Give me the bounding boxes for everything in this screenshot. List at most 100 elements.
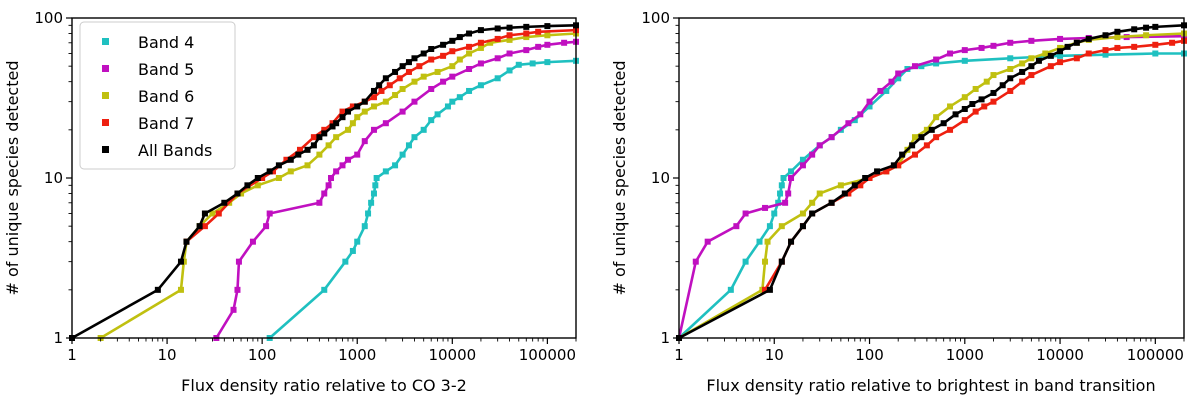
left-point-band-5 [449,73,456,80]
left-point-band-7 [466,43,473,50]
right-x-tick-label: 10000 [1036,346,1084,364]
left-point-all-bands [295,151,302,158]
right-point-band-4 [771,210,778,217]
right-point-band-7 [1114,44,1121,51]
right-series-band-5 [676,33,1187,341]
right-point-band-7 [1047,63,1054,70]
right-point-band-4 [788,168,795,175]
left-point-band-4 [466,87,473,94]
right-point-band-7 [866,175,873,181]
left-point-band-7 [386,82,393,89]
left-point-band-6 [420,73,427,80]
right-point-band-7 [845,190,852,197]
left-point-band-7 [310,134,317,141]
left-point-band-4 [349,247,356,254]
left-point-band-6 [345,126,352,133]
right-point-band-5 [762,204,769,211]
left-point-all-bands [361,98,368,105]
right-point-band-7 [1085,50,1092,57]
left-point-band-4 [321,286,328,293]
left-point-band-5 [266,210,273,217]
left-point-band-7 [215,210,222,217]
left-point-band-5 [325,182,332,189]
left-point-all-bands [506,24,513,31]
left-point-band-6 [392,92,399,99]
right-point-band-7 [972,108,979,115]
right-point-band-6 [1057,44,1064,51]
right-point-all-bands [1114,28,1121,35]
right-point-band-5 [782,199,789,206]
legend-marker-all-bands [102,146,109,153]
right-point-all-bands [890,162,897,169]
left-point-all-bands [177,258,184,265]
right-x-axis-label: Flux density ratio relative to brightest… [706,376,1155,395]
left-point-band-5 [382,120,389,127]
right-point-all-bands [1064,43,1071,50]
left-point-band-7 [269,168,276,175]
right-point-all-bands [940,120,947,127]
right-point-band-4 [918,63,925,70]
right-point-all-bands [1057,48,1064,55]
right-y-axis-label: # of unique species detected [610,61,629,296]
right-chart: 1 10 100 1000 10000 100000 1 10 100 Flux density… [610,9,1187,395]
right-point-all-bands [851,182,858,189]
right-point-band-5 [990,42,997,49]
left-point-all-bands [392,68,399,75]
right-point-band-4 [727,286,734,293]
right-point-all-bands [909,142,916,149]
left-point-band-6 [287,168,294,175]
right-point-band-6 [911,134,918,141]
right-plot-frame [678,17,1185,339]
left-point-all-bands [329,123,336,130]
left-point-band-6 [354,114,361,121]
right-point-band-4 [1007,55,1014,62]
right-y-tick-label: 1 [660,329,670,347]
left-point-all-bands [544,23,551,30]
left-ticks [66,17,577,344]
left-point-band-6 [238,190,245,197]
left-point-band-4 [494,75,501,82]
left-point-all-bands [339,114,346,121]
left-point-band-4 [544,59,551,66]
right-x-tick-label: 100 [855,346,884,364]
left-line-band-5 [215,40,577,339]
right-point-band-6 [983,78,990,85]
left-point-band-5 [494,55,501,62]
left-point-band-4 [405,142,412,149]
left-point-band-7 [523,30,530,37]
left-point-band-6 [177,286,184,293]
legend-label-band-5: Band 5 [138,60,194,79]
right-x-tick-label: 1 [674,346,684,364]
legend-marker-band-6 [102,92,109,99]
left-point-all-bands [382,75,389,82]
left-point-all-bands [399,63,406,70]
left-point-band-6 [361,108,368,115]
left-point-all-bands [234,190,241,197]
right-point-band-6 [764,238,771,245]
left-point-band-6 [333,134,340,141]
left-point-band-4 [428,117,435,124]
left-point-band-4 [434,111,441,118]
left-point-all-bands [221,199,228,206]
left-point-band-4 [456,94,463,101]
left-point-band-7 [349,103,356,110]
left-point-band-7 [283,156,290,163]
right-point-all-bands [841,190,848,197]
left-point-all-bands [154,286,161,293]
right-point-band-5 [911,63,918,70]
left-point-band-4 [342,258,349,265]
left-point-band-6 [382,98,389,105]
right-point-all-bands [1047,52,1054,59]
left-point-band-7 [477,39,484,46]
right-point-band-6 [799,210,806,217]
left-point-band-7 [378,87,385,94]
left-point-band-4 [368,199,375,206]
right-point-band-7 [933,134,940,141]
right-ticks [673,17,1185,344]
right-point-all-bands [1143,24,1150,31]
left-point-band-7 [494,35,501,42]
right-point-band-5 [947,50,954,57]
left-point-band-5 [235,258,242,265]
left-point-band-4 [372,182,379,189]
left-point-band-4 [365,210,372,217]
